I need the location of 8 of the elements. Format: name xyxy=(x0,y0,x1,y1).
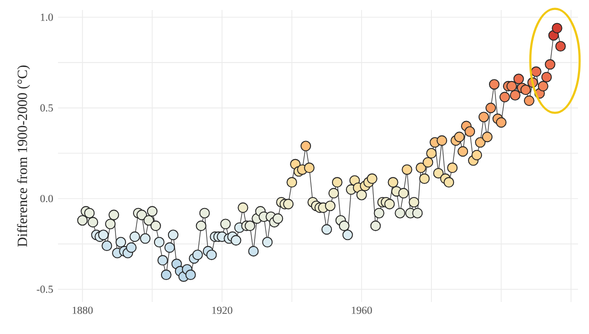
y-tick-label: 0.0 xyxy=(40,194,53,202)
x-tick-label: 1920 xyxy=(212,306,232,314)
x-tick-label: 1960 xyxy=(352,306,372,314)
x-tick-label: 1880 xyxy=(72,306,93,314)
y-axis-title: Difference from 1900-2000 (°C) xyxy=(17,66,30,247)
y-tick-label: -0.5 xyxy=(36,286,53,293)
y-tick-label: 0.5 xyxy=(40,104,53,112)
y-tick-label: 1.0 xyxy=(40,14,53,21)
